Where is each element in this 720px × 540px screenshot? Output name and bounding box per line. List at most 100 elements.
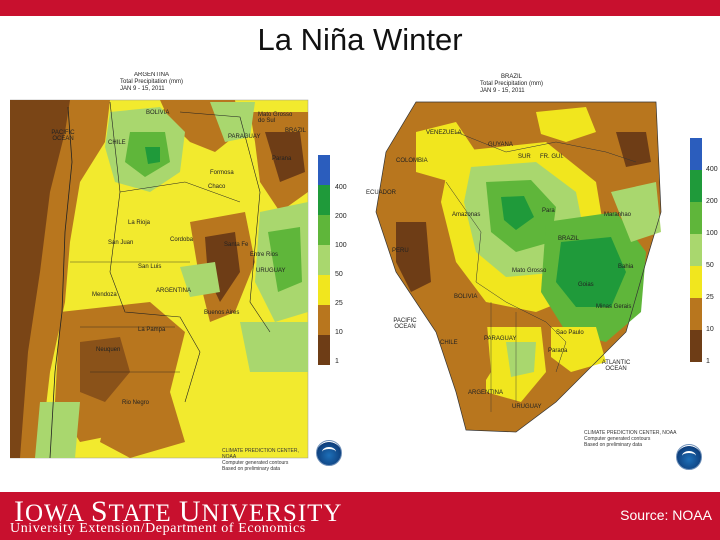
wordmark-tate: TATE <box>108 500 179 527</box>
argentina-header-variable: Total Precipitation (mm) <box>120 79 184 85</box>
legend-r-label-50: 50 <box>706 262 714 269</box>
legend-r-label-100: 100 <box>706 230 718 237</box>
legend-r-label-25: 25 <box>706 294 714 301</box>
label-brazil-country: BRAZIL <box>558 236 580 242</box>
label-mato-grosso: Mato Grosso do Sul <box>258 112 293 124</box>
label-minas-gerais: Minas Gerais <box>596 304 632 310</box>
label-entre-rios: Entre Rios <box>250 252 279 258</box>
argentina-header-dates: JAN 9 - 15, 2011 <box>120 86 165 92</box>
label-paraguay: PARAGUAY <box>228 134 261 140</box>
legend-50-swatch <box>318 245 330 275</box>
label-bolivia: BOLIVIA <box>146 110 170 116</box>
label-chile-br: CHILE <box>440 340 458 346</box>
label-maranhao: Maranhao <box>604 212 632 218</box>
legend-r-label-200: 200 <box>706 198 718 205</box>
label-parana-br: Parana <box>548 348 568 354</box>
legend-r-50-swatch <box>690 234 702 266</box>
label-brazil: BRAZIL <box>285 128 307 134</box>
legend-label-1: 1 <box>335 358 339 365</box>
label-bolivia-br: BOLIVIA <box>454 294 478 300</box>
label-guyana: GUYANA <box>488 142 513 148</box>
wordmark-u: U <box>178 495 202 528</box>
argentina-legend-labels: 400 200 100 50 25 10 1 <box>335 184 347 387</box>
label-argentina-br: ARGENTINA <box>468 390 504 396</box>
legend-r-400-swatch <box>690 138 702 170</box>
brazil-legend-bar <box>690 138 702 362</box>
label-venezuela: VENEZUELA <box>426 130 462 136</box>
label-amazonas: Amazonas <box>452 212 481 218</box>
argentina-map-header: ARGENTINA Total Precipitation (mm) JAN 9… <box>120 72 183 93</box>
legend-r-label-400: 400 <box>706 166 718 173</box>
legend-label-50: 50 <box>335 271 343 278</box>
noaa-logo-right <box>676 444 702 470</box>
label-pacific-br: PACIFIC OCEAN <box>393 318 417 330</box>
label-sao-paulo: Sao Paulo <box>556 330 584 336</box>
label-san-juan: San Juan <box>108 240 134 246</box>
argentina-header-country: ARGENTINA <box>134 72 170 78</box>
wordmark-s: S <box>90 495 109 528</box>
label-fr-guiana: FR. GUI. <box>540 154 564 160</box>
label-la-rioja: La Rioja <box>128 220 151 226</box>
brazil-credit-line3: Based on preliminary data <box>584 442 643 448</box>
legend-1-swatch <box>318 335 330 365</box>
noaa-logo-left <box>316 440 342 466</box>
label-bahia: Bahia <box>618 264 634 270</box>
brazil-header-country: BRAZIL <box>501 74 523 80</box>
label-la-pampa: La Pampa <box>138 327 166 333</box>
label-argentina: ARGENTINA <box>156 288 192 294</box>
legend-r-25-swatch <box>690 266 702 298</box>
brazil-header-variable: Total Precipitation (mm) <box>480 81 544 87</box>
wordmark-owa: OWA <box>25 500 91 527</box>
brazil-header-dates: JAN 9 - 15, 2011 <box>480 88 525 94</box>
label-uruguay: URUGUAY <box>256 268 286 274</box>
label-mato-grosso-br: Mato Grosso <box>512 268 547 274</box>
label-chile: CHILE <box>108 140 126 146</box>
brazil-credit-line2: Computer generated contours <box>584 436 651 442</box>
label-surinam: SUR <box>518 154 531 160</box>
brazil-map-graphic <box>356 72 686 470</box>
label-rio-negro: Rio Negro <box>122 400 150 406</box>
label-colombia: COLOMBIA <box>396 158 428 164</box>
argentina-precip-map: ARGENTINA Total Precipitation (mm) JAN 9… <box>10 72 310 472</box>
legend-label-25: 25 <box>335 300 343 307</box>
label-peru: PERU <box>392 248 409 254</box>
argentina-credit-line3: Based on preliminary data <box>222 466 281 472</box>
label-mendoza: Mendoza <box>92 292 117 298</box>
legend-label-400: 400 <box>335 184 347 191</box>
label-formosa: Formosa <box>210 170 234 176</box>
argentina-map-credit: CLIMATE PREDICTION CENTER, NOAA Computer… <box>222 448 310 472</box>
label-para: Para <box>542 208 555 214</box>
label-pacific-ocean: PACIFIC OCEAN <box>51 130 75 142</box>
legend-r-1-swatch <box>690 330 702 362</box>
label-parana: Parana <box>272 156 292 162</box>
brazil-precip-map: BRAZIL Total Precipitation (mm) JAN 9 - … <box>356 72 686 470</box>
argentina-map-graphic <box>10 72 310 472</box>
legend-r-label-1: 1 <box>706 358 710 365</box>
legend-100-swatch <box>318 215 330 245</box>
label-cordoba: Cordoba <box>170 237 194 243</box>
department-line: University Extension/Department of Econo… <box>10 521 306 536</box>
iowa-state-university-wordmark: IOWA STATE UNIVERSITY <box>14 495 342 529</box>
argentina-credit-line1: CLIMATE PREDICTION CENTER, NOAA <box>222 448 299 460</box>
brazil-map-header: BRAZIL Total Precipitation (mm) JAN 9 - … <box>480 74 543 95</box>
legend-25-swatch <box>318 275 330 305</box>
slide-title: La Niña Winter <box>257 22 463 57</box>
label-buenos-aires: Buenos Aires <box>204 310 240 316</box>
argentina-legend-bar <box>318 155 330 365</box>
legend-r-label-10: 10 <box>706 326 714 333</box>
legend-r-10-swatch <box>690 298 702 330</box>
legend-label-100: 100 <box>335 242 347 249</box>
argentina-credit-line2: Computer generated contours <box>222 460 289 466</box>
label-chaco: Chaco <box>208 184 226 190</box>
label-goias: Goias <box>578 282 594 288</box>
label-neuquen: Neuquen <box>96 347 121 353</box>
brazil-credit-line1: CLIMATE PREDICTION CENTER, NOAA <box>584 430 677 436</box>
legend-200-swatch <box>318 185 330 215</box>
legend-400-swatch <box>318 155 330 185</box>
wordmark-i: I <box>14 495 25 528</box>
legend-label-200: 200 <box>335 213 347 220</box>
label-ecuador: ECUADOR <box>366 190 397 196</box>
footer-bar <box>0 492 720 540</box>
brazil-map-credit: CLIMATE PREDICTION CENTER, NOAA Computer… <box>584 430 676 448</box>
label-paraguay-br: PARAGUAY <box>484 336 517 342</box>
